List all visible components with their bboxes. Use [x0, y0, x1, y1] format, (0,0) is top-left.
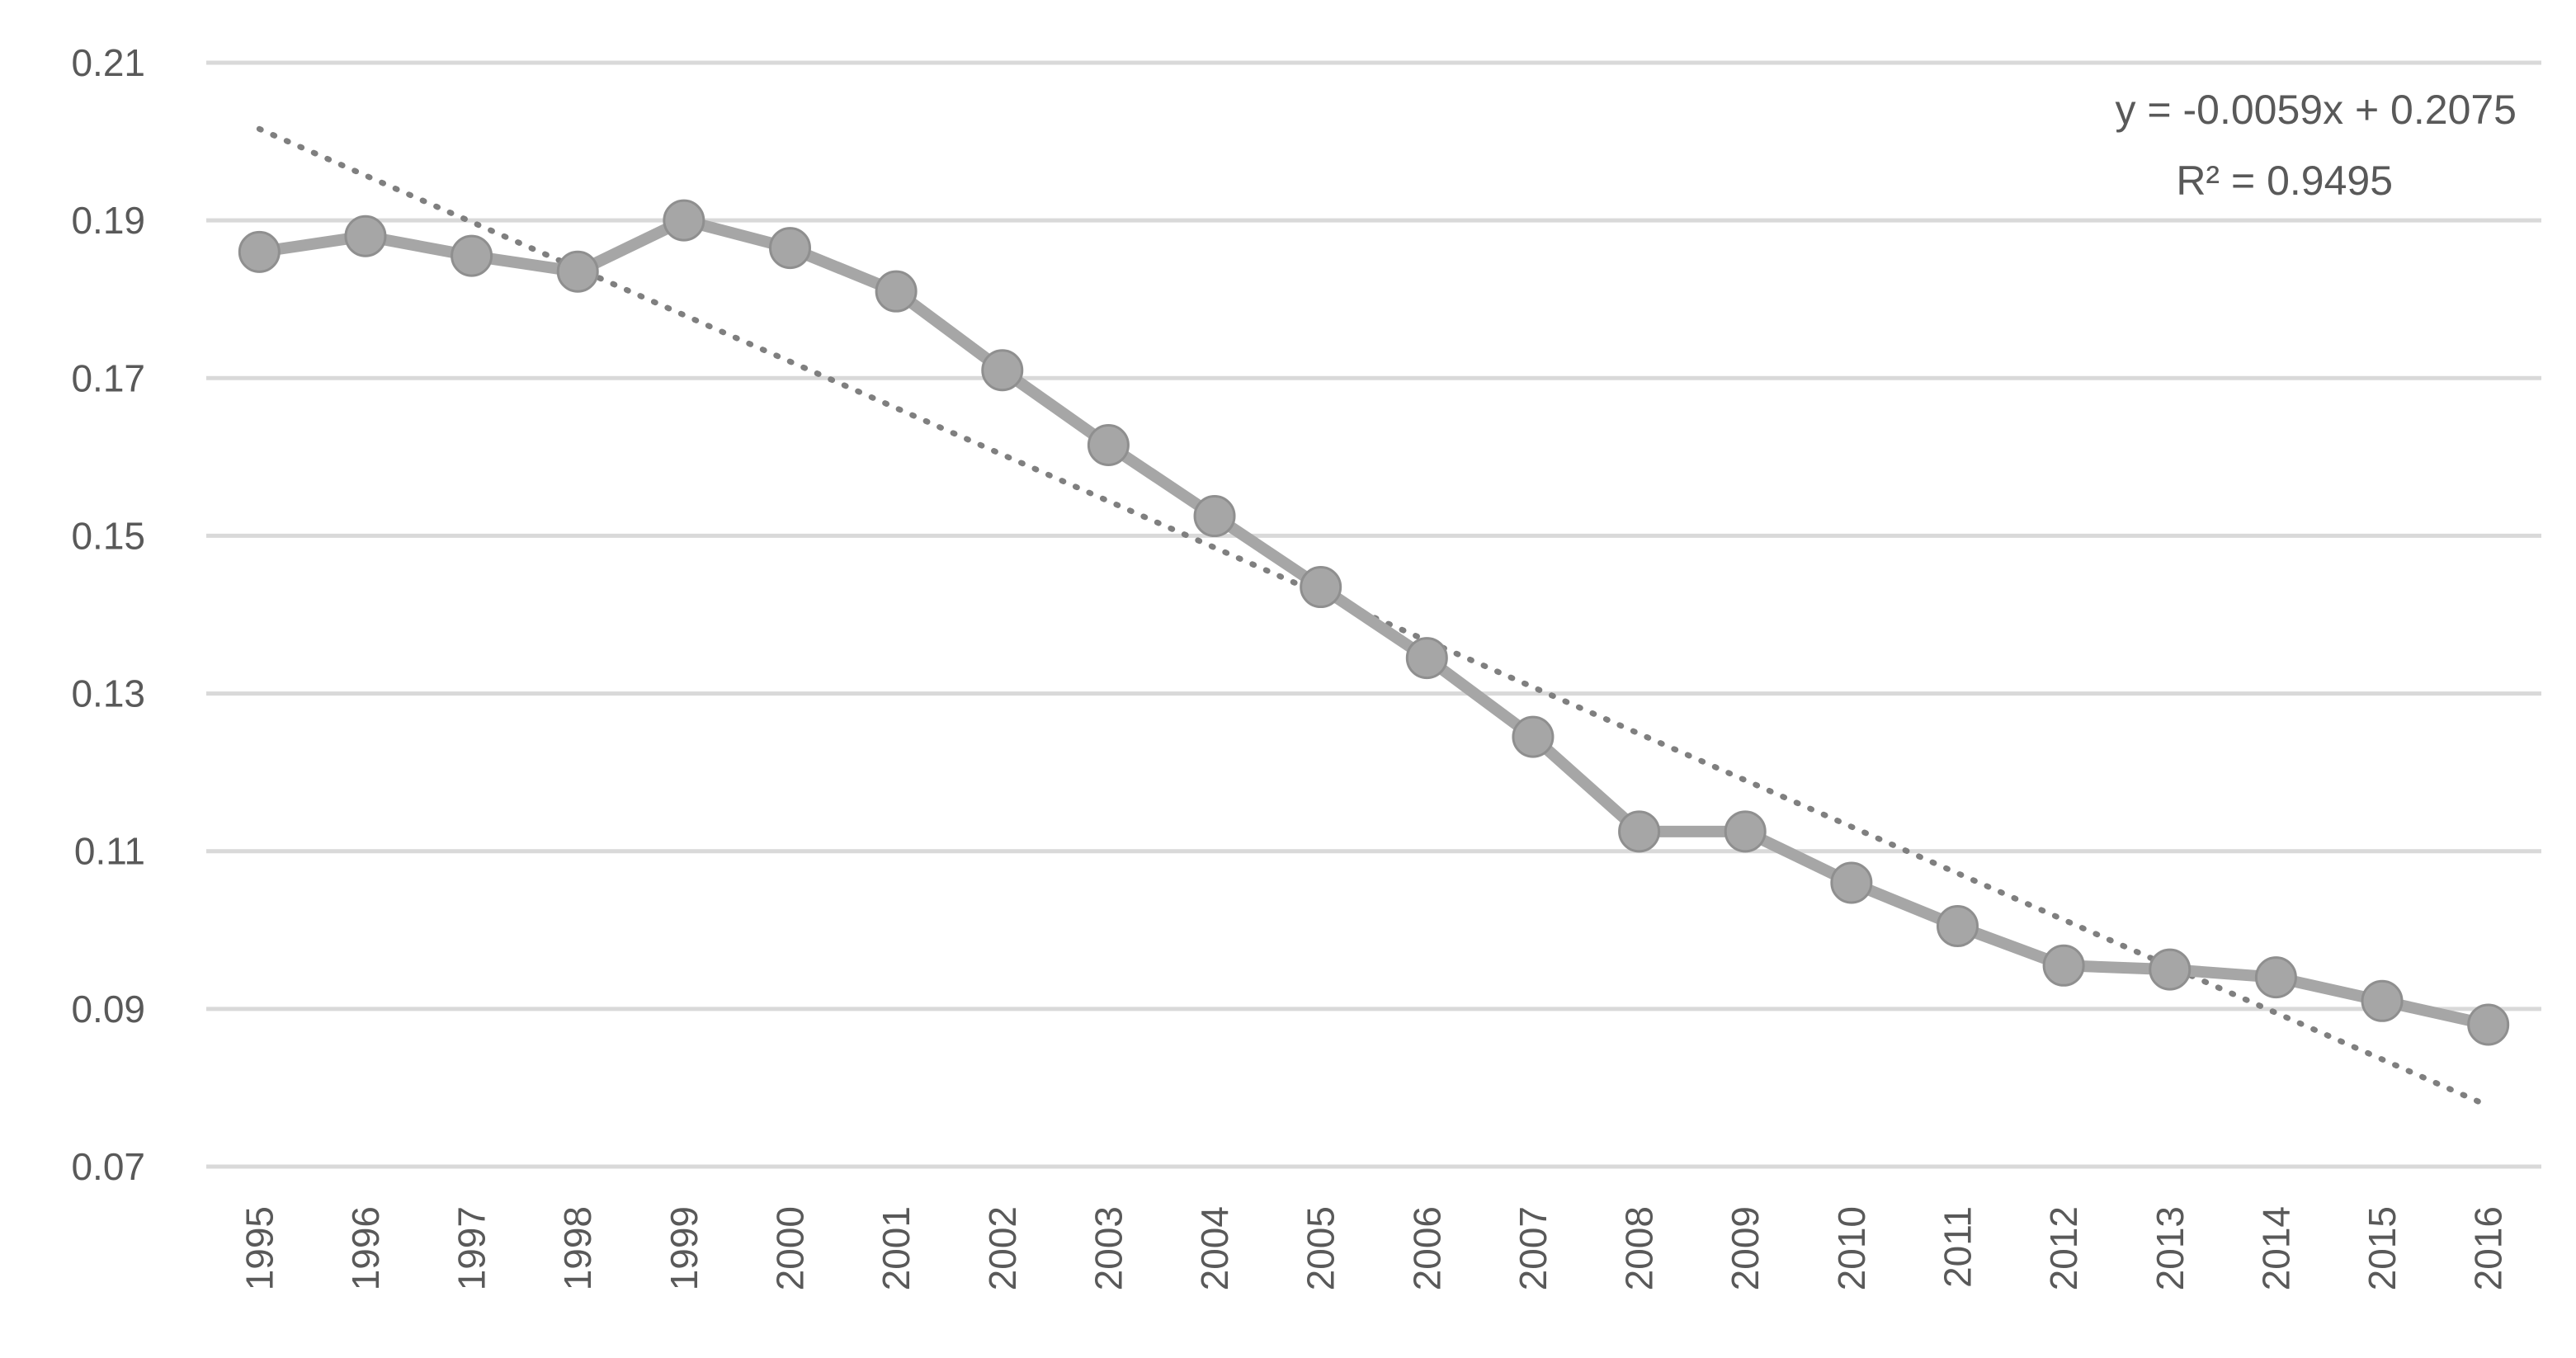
series-polyline [258, 215, 2490, 1030]
data-point [875, 270, 918, 313]
data-point [1618, 810, 1661, 853]
series-line [258, 215, 2490, 1030]
data-point [451, 234, 493, 277]
x-tick-label: 2011 [1937, 1206, 1979, 1288]
y-tick-label: 0.09 [71, 988, 145, 1030]
x-tick-label: 2005 [1300, 1206, 1342, 1290]
x-tick-label: 1997 [451, 1206, 493, 1290]
x-tick-label: 2010 [1830, 1206, 1873, 1290]
x-tick-label: 2000 [769, 1206, 812, 1290]
y-tick-label: 0.13 [71, 672, 145, 715]
x-tick-label: 2009 [1724, 1206, 1767, 1290]
data-point [344, 215, 387, 257]
data-point [238, 230, 281, 273]
data-point [1087, 424, 1130, 467]
data-point [2042, 944, 2085, 987]
x-tick-label: 2016 [2467, 1206, 2510, 1290]
data-point [2149, 948, 2191, 991]
x-tick-label: 2014 [2254, 1206, 2297, 1290]
data-point [2254, 956, 2297, 999]
trendline-r-squared: R² = 0.9495 [2176, 158, 2393, 204]
data-point [2361, 979, 2404, 1022]
x-tick-label: 2013 [2149, 1206, 2191, 1290]
data-point [1724, 810, 1767, 853]
y-tick-label: 0.19 [71, 199, 145, 242]
y-axis-ticks: 0.07 0.09 0.11 0.13 0.15 0.17 0.19 0.21 [71, 41, 145, 1188]
y-tick-label: 0.15 [71, 514, 145, 557]
y-tick-label: 0.21 [71, 41, 145, 84]
data-point [1300, 566, 1342, 609]
data-point [1512, 715, 1555, 758]
data-point [769, 227, 811, 270]
y-tick-label: 0.11 [74, 830, 145, 873]
y-tick-label: 0.17 [71, 356, 145, 399]
x-tick-label: 2015 [2361, 1206, 2404, 1290]
data-point [1830, 861, 1873, 904]
x-axis-ticks: 1995 1996 1997 1998 1999 2000 2001 2002 2003 2004… [238, 1206, 2509, 1290]
data-point [1193, 495, 1236, 538]
data-point [1405, 637, 1448, 680]
data-point [1937, 905, 1979, 948]
series-points [238, 199, 2510, 1046]
x-tick-label: 2004 [1193, 1206, 1236, 1290]
x-tick-label: 2002 [981, 1206, 1024, 1290]
data-point [981, 349, 1024, 392]
x-tick-label: 2007 [1512, 1206, 1555, 1290]
x-tick-label: 1995 [238, 1206, 281, 1290]
x-tick-label: 1996 [344, 1206, 387, 1290]
x-tick-label: 2008 [1618, 1206, 1661, 1290]
data-point [556, 250, 599, 293]
y-tick-label: 0.07 [71, 1145, 145, 1188]
data-point [663, 199, 705, 242]
x-tick-label: 2001 [875, 1206, 918, 1290]
x-tick-label: 2006 [1405, 1206, 1448, 1290]
data-point [2467, 1003, 2510, 1046]
trendline-equation: y = -0.0059x + 0.2075 [2116, 87, 2517, 133]
x-tick-label: 2012 [2042, 1206, 2085, 1290]
gridlines [206, 60, 2541, 1169]
x-tick-label: 2003 [1087, 1206, 1130, 1290]
x-tick-label: 1998 [556, 1206, 599, 1290]
x-tick-label: 1999 [663, 1206, 705, 1290]
